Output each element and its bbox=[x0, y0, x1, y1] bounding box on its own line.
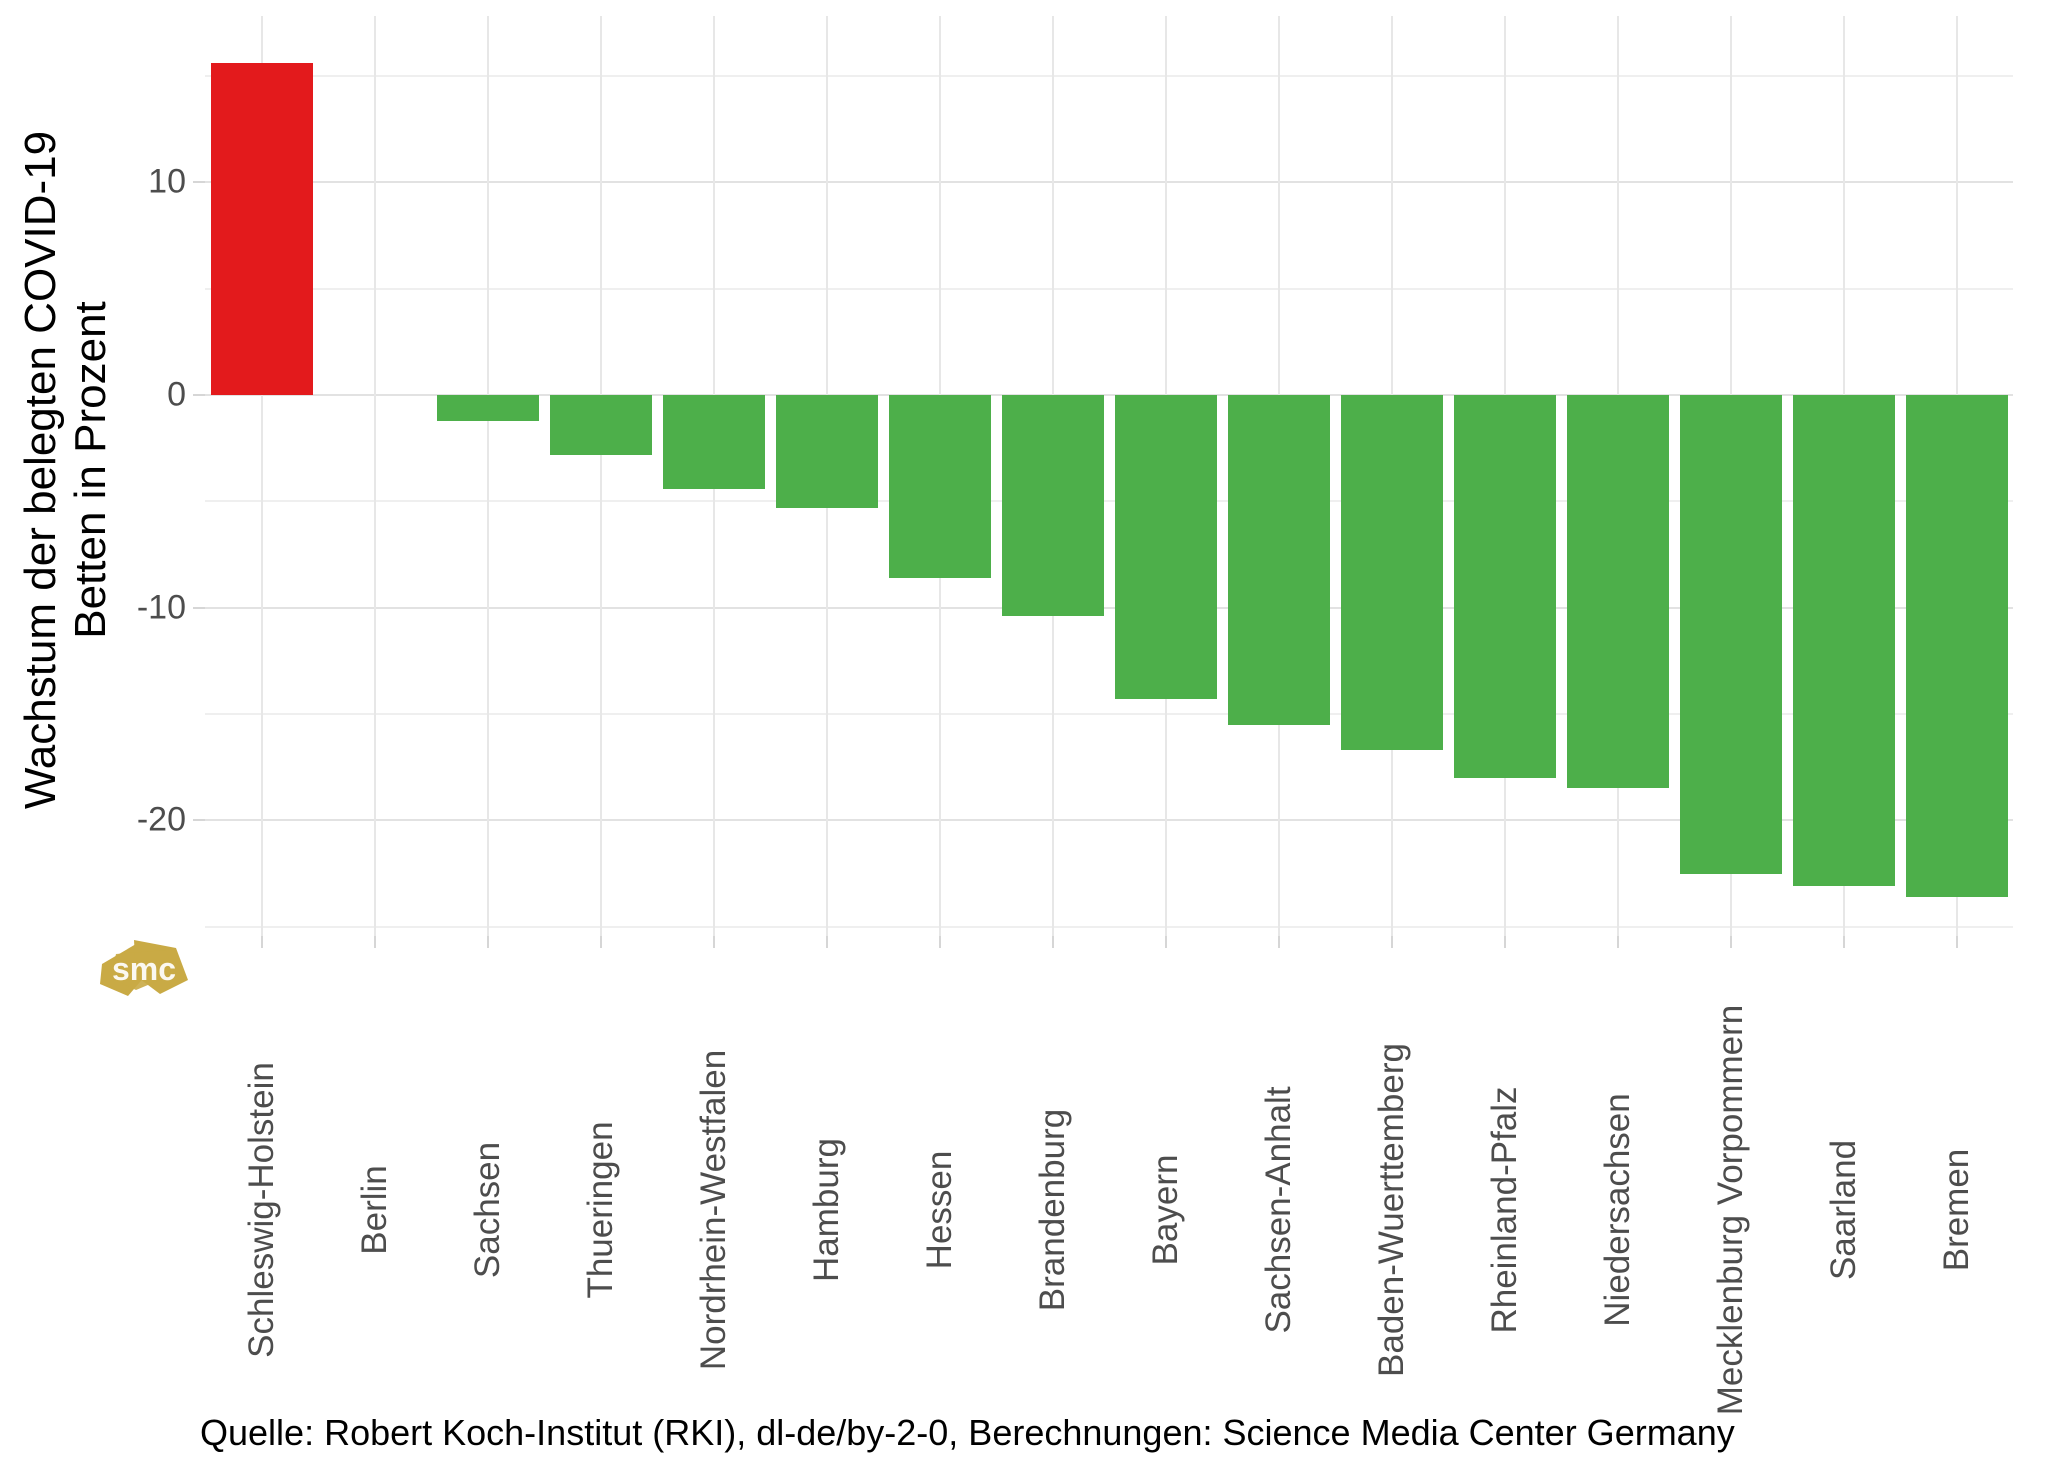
h-gridline-major bbox=[205, 819, 2013, 822]
x-tick-label: Rheinland-Pfalz bbox=[1484, 1086, 1524, 1334]
v-gridline bbox=[373, 16, 376, 936]
x-tick-label: Niedersachsen bbox=[1597, 1093, 1637, 1327]
x-tick-mark bbox=[599, 936, 602, 948]
bar-niedersachsen bbox=[1567, 395, 1669, 788]
bar-nordrhein-westfalen bbox=[663, 395, 765, 489]
x-tick-mark bbox=[1729, 936, 1732, 948]
y-tick-mark bbox=[193, 606, 205, 609]
h-gridline-minor bbox=[205, 74, 2013, 77]
x-tick-label: Brandenburg bbox=[1032, 1108, 1072, 1312]
bar-brandenburg bbox=[1002, 395, 1104, 616]
bar-rheinland-pfalz bbox=[1454, 395, 1556, 778]
h-gridline-minor bbox=[205, 500, 2013, 503]
x-tick-label: Sachsen bbox=[467, 1141, 507, 1279]
bar-hessen bbox=[889, 395, 991, 578]
bar-thueringen bbox=[550, 395, 652, 455]
x-tick-label: Nordrhein-Westfalen bbox=[693, 1049, 733, 1371]
h-gridline-minor bbox=[205, 925, 2013, 928]
h-gridline-minor bbox=[205, 713, 2013, 716]
x-tick-label: Berlin bbox=[354, 1165, 394, 1255]
x-tick-mark bbox=[1390, 936, 1393, 948]
x-tick-label: Thueringen bbox=[580, 1121, 620, 1299]
x-tick-mark bbox=[486, 936, 489, 948]
x-tick-label: Bremen bbox=[1936, 1148, 1976, 1272]
y-axis-title-line1: Wachstum der belegten COVID-19 bbox=[16, 130, 65, 810]
bar-bayern bbox=[1115, 395, 1217, 699]
x-tick-mark bbox=[260, 936, 263, 948]
bar-saarland bbox=[1793, 395, 1895, 886]
y-tick-mark bbox=[193, 819, 205, 822]
bar-baden-wuerttemberg bbox=[1341, 395, 1443, 750]
x-tick-label: Hessen bbox=[919, 1150, 959, 1270]
y-tick-mark bbox=[193, 181, 205, 184]
v-gridline bbox=[260, 16, 263, 936]
x-tick-mark bbox=[712, 936, 715, 948]
y-tick-mark bbox=[193, 394, 205, 396]
source-caption: Quelle: Robert Koch-Institut (RKI), dl-d… bbox=[200, 1412, 1735, 1453]
x-tick-label: Hamburg bbox=[806, 1138, 846, 1282]
x-tick-mark bbox=[1164, 936, 1167, 948]
bar-bremen bbox=[1906, 395, 2008, 897]
v-gridline bbox=[486, 16, 489, 936]
x-tick-mark bbox=[373, 936, 376, 948]
smc-logo-icon: smc bbox=[100, 940, 188, 996]
x-tick-mark bbox=[1955, 936, 1958, 948]
x-tick-mark bbox=[1051, 936, 1054, 948]
y-tick-label: -20 bbox=[136, 800, 186, 839]
x-tick-label: Bayern bbox=[1145, 1154, 1185, 1266]
svg-text:smc: smc bbox=[112, 951, 176, 987]
x-tick-label: Sachsen-Anhalt bbox=[1258, 1086, 1298, 1334]
x-tick-mark bbox=[1277, 936, 1280, 948]
v-gridline bbox=[599, 16, 602, 936]
x-tick-mark bbox=[1842, 936, 1845, 948]
bar-schleswig-holstein bbox=[211, 63, 313, 396]
h-gridline-major bbox=[205, 394, 2013, 396]
y-tick-label: 0 bbox=[167, 375, 186, 414]
bar-sachsen-anhalt bbox=[1228, 395, 1330, 725]
x-tick-label: Mecklenburg Vorpommern bbox=[1710, 1004, 1750, 1416]
y-tick-label: -10 bbox=[136, 588, 186, 627]
x-tick-mark bbox=[1503, 936, 1506, 948]
h-gridline-minor bbox=[205, 287, 2013, 290]
x-tick-label: Schleswig-Holstein bbox=[241, 1062, 281, 1358]
y-axis-title-line2: Betten in Prozent bbox=[66, 301, 115, 639]
bar-hamburg bbox=[776, 395, 878, 508]
bar-mecklenburg-vorpommern bbox=[1680, 395, 1782, 874]
smc-logo: smc bbox=[96, 934, 196, 1015]
x-tick-label: Saarland bbox=[1823, 1139, 1863, 1281]
y-tick-label: 10 bbox=[148, 162, 186, 201]
h-gridline-major bbox=[205, 181, 2013, 184]
x-tick-mark bbox=[825, 936, 828, 948]
x-tick-mark bbox=[1616, 936, 1619, 948]
h-gridline-major bbox=[205, 606, 2013, 609]
x-tick-label: Baden-Wuerttemberg bbox=[1371, 1043, 1411, 1377]
y-axis-title: Wachstum der belegten COVID-19 Betten in… bbox=[16, 131, 116, 809]
bar-sachsen bbox=[437, 395, 539, 421]
x-tick-mark bbox=[938, 936, 941, 948]
